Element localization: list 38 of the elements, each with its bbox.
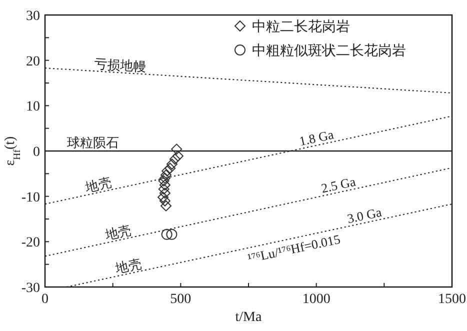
point bbox=[160, 200, 172, 212]
x-axis-title: t/Ma bbox=[235, 310, 262, 325]
annotation: 地壳 bbox=[103, 222, 133, 243]
y-tick-label: 0 bbox=[33, 145, 40, 160]
y-tick-label: -30 bbox=[21, 281, 40, 296]
annotation: 2.5 Ga bbox=[320, 174, 358, 196]
point bbox=[159, 188, 170, 199]
point bbox=[162, 165, 173, 176]
annotation: 1.8 Ga bbox=[298, 126, 336, 149]
point bbox=[166, 228, 178, 240]
annotation: 地壳 bbox=[83, 174, 113, 196]
point bbox=[158, 175, 170, 186]
point bbox=[171, 144, 182, 155]
point bbox=[169, 154, 180, 165]
legend-label: 中粗粒似斑状二长花岗岩 bbox=[252, 43, 406, 59]
x-tick-label: 500 bbox=[170, 292, 192, 307]
point bbox=[164, 162, 176, 174]
x-tick-label: 1500 bbox=[438, 292, 466, 307]
point bbox=[158, 192, 169, 203]
annotation: 3.0 Ga bbox=[346, 204, 384, 226]
point bbox=[159, 180, 170, 190]
point bbox=[166, 158, 178, 170]
annotation: 地壳 bbox=[113, 256, 143, 276]
point bbox=[159, 195, 170, 206]
legend-label: 中粒二长花岗岩 bbox=[252, 19, 350, 35]
y-tick-label: 30 bbox=[26, 9, 40, 24]
y-tick-label: 10 bbox=[26, 100, 40, 115]
x-tick-label: 1000 bbox=[302, 292, 330, 307]
point bbox=[172, 150, 184, 162]
ref-line-label: 球粒陨石 bbox=[67, 135, 119, 150]
point bbox=[159, 172, 170, 184]
point bbox=[161, 228, 172, 240]
y-tick-label: -20 bbox=[21, 236, 40, 251]
annotation: 亏损地幔 bbox=[94, 56, 147, 74]
y-tick-label: -10 bbox=[21, 190, 40, 206]
y-tick-label: 20 bbox=[26, 54, 40, 70]
point bbox=[160, 170, 172, 181]
point bbox=[158, 184, 170, 195]
